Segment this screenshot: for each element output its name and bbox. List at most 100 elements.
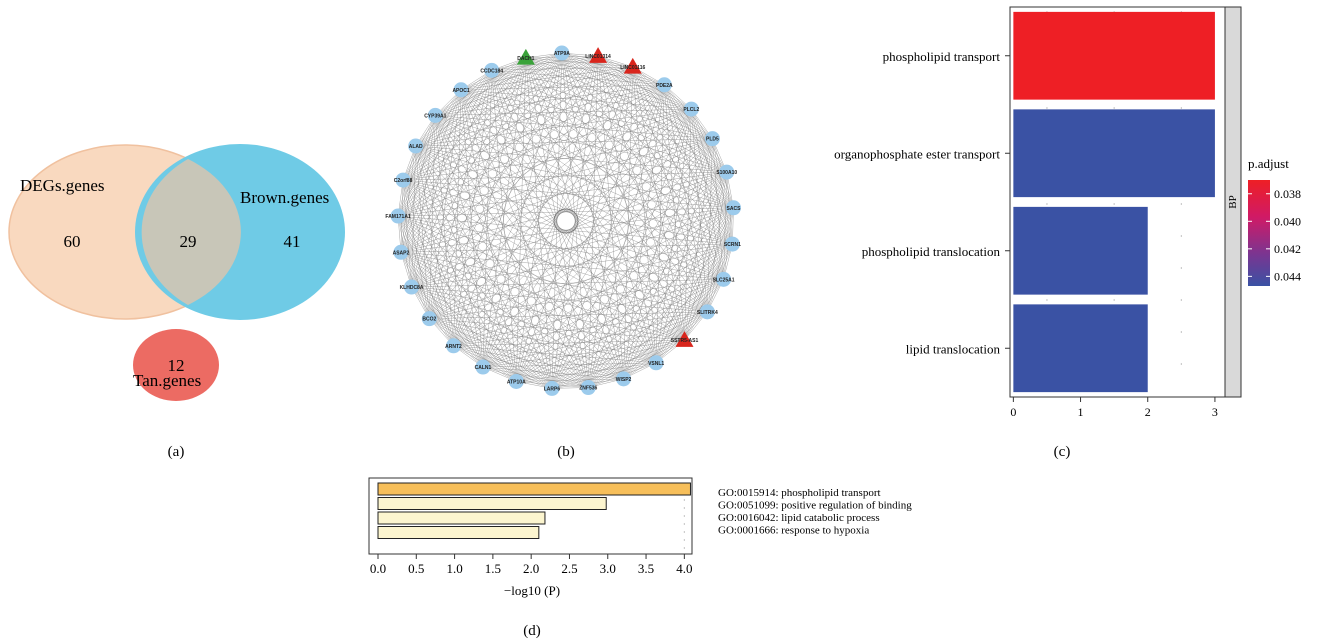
network-edge: [397, 215, 589, 388]
network-edge: [400, 252, 553, 389]
network-edge: [411, 286, 657, 363]
network-edge: [397, 215, 624, 380]
network-edge: [664, 84, 685, 341]
c-grid-dot: [1046, 107, 1048, 109]
network-edge: [632, 66, 708, 312]
c-legend-tick-label: 0.040: [1274, 214, 1301, 228]
network-node-ccdc184: [484, 62, 500, 78]
network-node-sstr5-as1: [675, 331, 694, 347]
network-edge: [411, 70, 492, 288]
c-legend-title: p.adjust: [1248, 156, 1289, 171]
network-edge: [491, 70, 733, 245]
c-bar-phospholipid-transport: [1013, 11, 1215, 100]
network-node-fam171a1: [390, 208, 406, 224]
network-edge: [588, 243, 733, 388]
network-node-dach1: [516, 48, 535, 65]
c-legend: p.adjust 0.038 0.040 0.042 0.044: [1248, 156, 1301, 286]
network-node-label: SACS: [727, 206, 742, 212]
network-node-label: VSNL1: [648, 361, 664, 367]
network-center-loop: [553, 208, 579, 234]
network-edge: [411, 89, 462, 288]
network-edge: [460, 89, 553, 389]
network-edge: [561, 53, 589, 388]
venn-overlap-region: [141, 159, 241, 305]
network-edge: [623, 109, 692, 379]
network-edge: [525, 57, 727, 173]
d-grid-dot: [683, 507, 685, 509]
venn-overlap-count: 29: [180, 232, 197, 251]
network-node-alad: [408, 138, 424, 154]
network-edge: [435, 115, 517, 382]
d-x-axis: 0.0 0.5 1.0 1.5 2.0 2.5 3.0 3.5 4.0: [370, 554, 692, 576]
network-edge: [400, 252, 685, 341]
d-grid-dot: [683, 547, 685, 549]
network-edge: [400, 115, 436, 253]
c-x-tick-label: 3: [1212, 405, 1218, 419]
network-edge: [664, 84, 734, 208]
c-grid-dot: [1113, 107, 1115, 109]
network-edge: [461, 55, 599, 91]
d-bars: [377, 482, 691, 539]
network-edge: [664, 84, 724, 280]
network-edge: [411, 286, 708, 313]
d-grid-dot: [683, 499, 685, 501]
network-edge: [623, 84, 665, 379]
network-edge: [655, 243, 733, 363]
c-bar-lipid-translocation: [1013, 304, 1148, 393]
network-edge: [623, 311, 708, 380]
network-edge: [460, 89, 484, 368]
network-edge: [402, 179, 589, 388]
network-edge: [429, 318, 553, 389]
d-bar-go-0001666-response-to-hypoxia: [377, 526, 540, 539]
network-edge: [482, 279, 724, 368]
network-node-caln1: [475, 359, 491, 375]
network-node-label: ASAP2: [393, 250, 410, 256]
network-edge: [482, 52, 563, 368]
c-grid-dot: [1180, 235, 1182, 237]
network-edge: [482, 366, 624, 380]
d-category-label: GO:0016042: lipid catabolic process: [718, 512, 880, 524]
d-bar-go-0015914-phospholipid-transport: [377, 482, 691, 496]
network-edge: [588, 311, 708, 388]
network-edge: [516, 378, 624, 382]
network-edge: [516, 311, 708, 382]
network-node-label: SCRN1: [724, 242, 741, 248]
c-category-label: phospholipid transport: [883, 49, 1001, 64]
network-edge: [588, 171, 727, 388]
network-edge: [551, 339, 685, 389]
network-edge: [561, 52, 727, 173]
network-edge: [397, 215, 657, 363]
network-node-plcl2: [683, 101, 699, 117]
network-node-vsnl1: [648, 355, 664, 371]
network-edge: [623, 138, 713, 379]
network-node-asap2: [393, 244, 409, 260]
c-category-label: lipid translocation: [906, 341, 1001, 356]
network-edge: [402, 57, 527, 181]
network-node-wisp2: [616, 371, 632, 387]
network-node-label: CYP39A1: [424, 113, 446, 119]
d-x-tick-label: 3.0: [600, 561, 616, 576]
network-node-label: SSTR5-AS1: [671, 338, 699, 344]
network-edge: [429, 52, 563, 319]
network-edge: [400, 252, 624, 380]
network-edge: [525, 57, 713, 139]
network-edge: [655, 109, 692, 363]
venn-brown-only-count: 41: [284, 232, 301, 251]
network-edge: [429, 311, 708, 319]
c-legend-tick-label: 0.038: [1274, 187, 1301, 201]
network-edge: [491, 70, 692, 110]
c-legend-tick-label: 0.042: [1274, 242, 1301, 256]
c-grid-dot: [1180, 107, 1182, 109]
network-node-label: ALAD: [409, 144, 423, 150]
network-node-cyp39a1: [427, 107, 443, 123]
network-edge: [435, 57, 526, 116]
network-edge: [453, 345, 657, 363]
network-edge: [400, 52, 563, 253]
network-edge: [664, 84, 727, 173]
network-edge: [411, 57, 527, 288]
network-edge: [712, 138, 724, 280]
network-edge: [435, 108, 692, 116]
network-node-label: CALN1: [475, 365, 492, 371]
network-edge: [415, 55, 599, 147]
network-edge: [415, 145, 553, 389]
